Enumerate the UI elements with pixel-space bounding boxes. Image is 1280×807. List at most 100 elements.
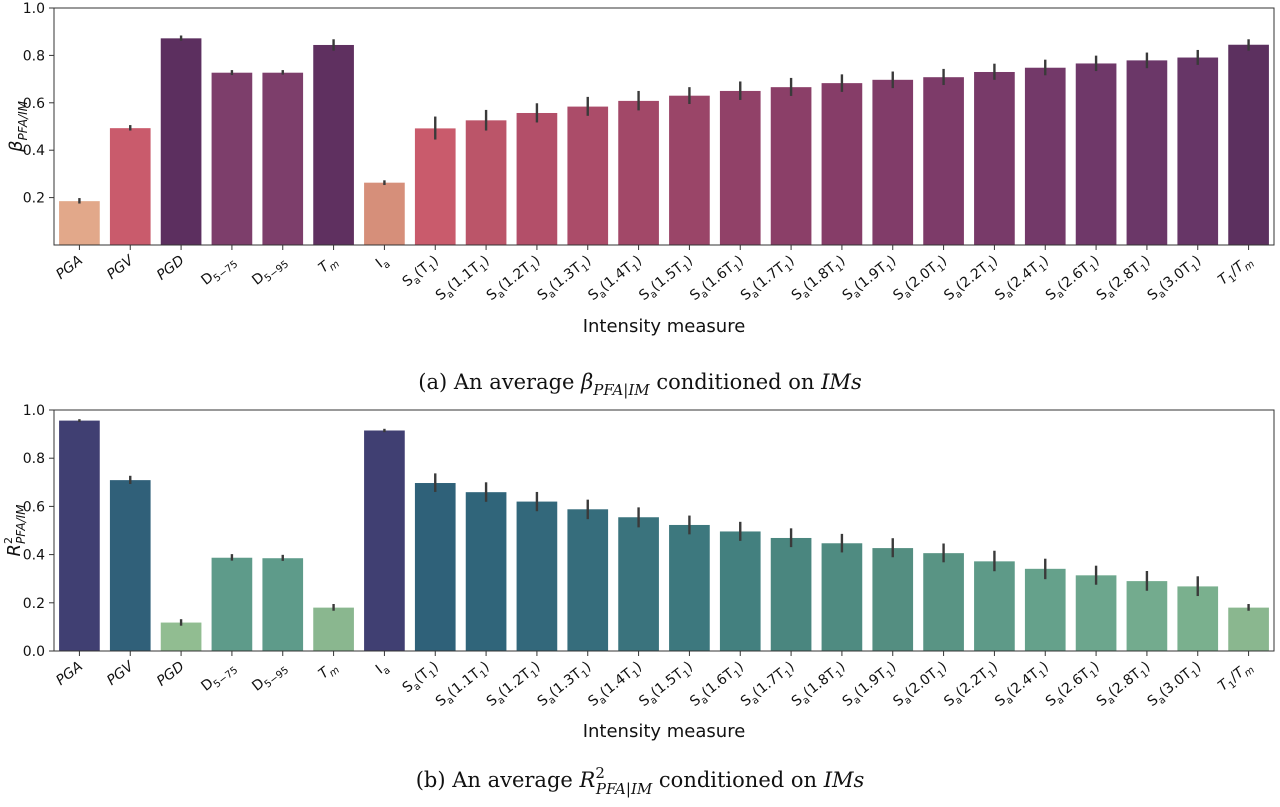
panel-a-bar-14: [770, 87, 812, 245]
panel-a-bar-9: [516, 112, 558, 246]
panel-a-y-tick-label-2: 0.6: [23, 96, 45, 112]
panel-a-caption-suffix: IMs: [820, 370, 862, 394]
panel-a-y-label-sub: PFA/IM: [16, 100, 30, 140]
panel-b-x-axis-label: Intensity measure: [583, 721, 746, 742]
panel-b-y-tick-label-4: 0.8: [23, 451, 45, 467]
panel-b-bar-7: [414, 483, 456, 651]
panel-a-x-tick-label-6: Ia: [373, 253, 393, 274]
panel-a-x-tick-label-22: Sa(3.0T1): [1145, 253, 1206, 307]
panel-a-error-bars: [78, 35, 1250, 204]
panel-b-x-tick-label-13: Sa(1.6T1): [687, 659, 748, 713]
panel-b-bar-14: [770, 537, 812, 651]
panel-a-y-tick-label-1: 0.4: [23, 143, 45, 159]
panel-b-x-tick-label-10: Sa(1.3T1): [535, 659, 596, 713]
panel-b-x-tick-label-2: PGD: [154, 658, 188, 689]
panel-a-x-ticks: PGA PGV PGD D5−75 D5−95 Tm IaSa(T1)Sa(1.1T1)Sa…: [53, 245, 1257, 307]
panel-b-x-ticks: PGA PGV PGD D5−75 D5−95 Tm IaSa(T1)Sa(1.1T1)Sa…: [53, 651, 1257, 713]
panel-a-bar-3: [211, 72, 253, 245]
panel-a-y-ticks: 0.2 0.4 0.6 0.8 1.0: [23, 1, 54, 207]
panel-a-x-tick-label-18: Sa(2.2T1): [941, 253, 1002, 307]
panel-a-y-tick-label-4: 1.0: [23, 1, 45, 17]
panel-b-bar-18: [974, 561, 1015, 651]
panel-b-caption-symbol-sub: PFA|IM: [595, 780, 653, 798]
panel-b-x-tick-label-19: Sa(2.4T1): [992, 659, 1053, 713]
panel-a-bar-12: [669, 95, 710, 245]
panel-a-bar-10: [567, 106, 609, 245]
panel-b-caption-suffix: IMs: [823, 768, 865, 792]
panel-a-bar-16: [872, 79, 914, 245]
panel-b-error-bars: [78, 419, 1250, 626]
panel-b-x-tick-label-22: Sa(3.0T1): [1145, 659, 1206, 713]
panel-b-caption: (b) An average R2 PFA|IM conditioned on I…: [416, 764, 865, 798]
panel-b-bar-3: [211, 557, 253, 651]
panel-b-bar-11: [618, 517, 659, 651]
panel-b-bar-2: [160, 622, 202, 651]
panel-b-bar-15: [821, 543, 863, 651]
panel-b-bar-17: [923, 553, 964, 651]
panel-a-bar-18: [974, 71, 1015, 246]
panel-b-x-tick-label-11: Sa(1.4T1): [585, 659, 646, 713]
panel-a-x-tick-label-8: Sa(1.1T1): [433, 253, 494, 307]
panel-b-y-tick-label-3: 0.6: [23, 499, 45, 515]
panel-a-y-label-symbol: β: [6, 141, 27, 154]
panel-b-y-tick-label-1: 0.2: [23, 596, 45, 612]
panel-a-x-tick-label-10: Sa(1.3T1): [535, 253, 596, 307]
panel-a-bar-13: [719, 90, 761, 245]
panel-b-x-tick-label-23: T1/Tm: [1215, 658, 1257, 697]
panel-b-y-axis-label: R2PFA/IM: [2, 504, 28, 557]
panel-a-bar-2: [160, 38, 202, 246]
panel-b-y-tick-label-5: 1.0: [23, 403, 45, 419]
panel-a-x-tick-label-13: Sa(1.6T1): [687, 253, 748, 307]
panel-a-bar-8: [465, 120, 507, 245]
panel-a-bar-15: [821, 83, 863, 245]
panel-a-x-tick-label-17: Sa(2.0T1): [890, 253, 951, 307]
panel-b-bar-22: [1177, 586, 1219, 651]
panel-b-x-tick-label-6: Ia: [373, 659, 393, 680]
panel-b-bar-19: [1024, 568, 1066, 651]
panel-b-bar-9: [516, 501, 558, 651]
panel-b-x-tick-label-21: Sa(2.8T1): [1094, 659, 1155, 713]
panel-b-x-tick-label-18: Sa(2.2T1): [941, 659, 1002, 713]
panel-a-x-tick-label-5: Tm: [316, 252, 342, 278]
panel-b-bar-20: [1075, 575, 1117, 651]
panel-b-y-label-sup: 2: [2, 537, 15, 544]
panel-b-x-tick-label-0: PGA: [53, 659, 86, 689]
panel-a-caption-symbol-sub: PFA|IM: [592, 381, 650, 399]
panel-b-bars: [59, 420, 1269, 651]
panel-b-r2-chart: 0.0 0.2 0.4 0.6 0.8 1.0 PGA PGV PGD D5−75 D5−95 Tm…: [2, 403, 1275, 798]
panel-b-x-tick-label-14: Sa(1.7T1): [738, 659, 799, 713]
panel-a-plot-frame: [53, 7, 1275, 246]
panel-a-x-tick-label-1: PGV: [104, 252, 138, 283]
panel-a-bar-0: [59, 201, 100, 245]
panel-a-bar-21: [1126, 60, 1168, 245]
panel-a-x-tick-label-0: PGA: [53, 253, 86, 283]
panel-a-caption-middle: conditioned on: [650, 370, 821, 394]
panel-a-bar-17: [923, 77, 964, 245]
panel-a-x-axis-label: Intensity measure: [583, 316, 746, 337]
panel-a-bar-4: [262, 72, 304, 245]
panel-b-bar-1: [109, 480, 151, 651]
panel-b-bar-10: [567, 509, 609, 651]
panel-a-caption-symbol: β: [580, 370, 593, 394]
panel-b-x-tick-label-12: Sa(1.5T1): [636, 659, 697, 713]
panel-b-bar-0: [59, 420, 100, 651]
panel-b-bar-13: [719, 531, 761, 651]
panel-a-x-tick-label-21: Sa(2.8T1): [1094, 253, 1155, 307]
panel-b-plot-frame: [53, 409, 1275, 652]
panel-a-bar-22: [1177, 57, 1219, 245]
panel-a-bar-5: [313, 44, 354, 245]
panel-a-bar-20: [1075, 63, 1117, 246]
panel-a-x-tick-label-23: T1/Tm: [1215, 252, 1257, 291]
panel-b-caption-symbol-sup: 2: [595, 764, 605, 782]
panel-b-bar-21: [1126, 581, 1168, 651]
panel-a-bar-23: [1228, 44, 1269, 245]
panel-b-y-tick-label-2: 0.4: [23, 548, 45, 564]
panel-a-y-axis-label: βPFA/IM: [6, 100, 30, 153]
panel-a-x-tick-label-2: PGD: [154, 252, 188, 283]
panel-a-bar-11: [618, 100, 659, 246]
panel-b-x-tick-label-8: Sa(1.1T1): [433, 659, 494, 713]
panel-b-bar-8: [465, 492, 507, 651]
panel-a-bars: [59, 38, 1269, 246]
panel-a-x-tick-label-19: Sa(2.4T1): [992, 253, 1053, 307]
panel-b-bar-23: [1228, 607, 1269, 651]
